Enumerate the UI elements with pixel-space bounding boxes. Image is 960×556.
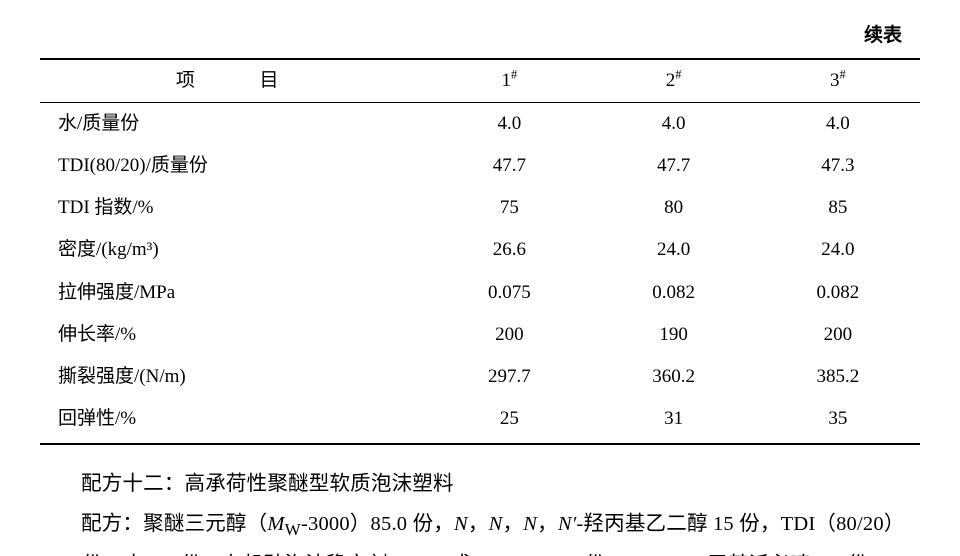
row-val: 200	[756, 314, 920, 356]
row-val: 24.0	[756, 229, 920, 271]
row-val: 200	[427, 314, 591, 356]
row-val: 4.0	[756, 103, 920, 146]
row-val: 25	[427, 398, 591, 444]
row-val: 0.075	[427, 272, 591, 314]
formula-title: 配方十二：高承荷性聚醚型软质泡沫塑料	[40, 465, 920, 505]
row-val: 85	[756, 187, 920, 229]
document-page: 续表 项 目 1# 2# 3# 水/质量份 4.0 4.0 4.0 TDI(80…	[0, 0, 960, 556]
table-row: 回弹性/% 25 31 35	[40, 398, 920, 444]
header-item: 项 目	[40, 59, 427, 103]
row-val: 0.082	[756, 272, 920, 314]
formula-ingredients: 配方：聚醚三元醇（MW-3000）85.0 份，N，N，N，N′-羟丙基乙二醇 …	[40, 505, 920, 556]
row-val: 190	[591, 314, 755, 356]
table-row: 密度/(kg/m³) 26.6 24.0 24.0	[40, 229, 920, 271]
row-name: 伸长率/%	[40, 314, 427, 356]
table-row: 撕裂强度/(N/m) 297.7 360.2 385.2	[40, 356, 920, 398]
row-val: 31	[591, 398, 755, 444]
row-val: 26.6	[427, 229, 591, 271]
row-val: 47.3	[756, 145, 920, 187]
row-val: 4.0	[591, 103, 755, 146]
row-val: 4.0	[427, 103, 591, 146]
row-val: 360.2	[591, 356, 755, 398]
row-name: 撕裂强度/(N/m)	[40, 356, 427, 398]
row-val: 297.7	[427, 356, 591, 398]
table-row: 水/质量份 4.0 4.0 4.0	[40, 103, 920, 146]
continued-label: 续表	[40, 18, 902, 54]
row-name: 回弹性/%	[40, 398, 427, 444]
table-row: 伸长率/% 200 190 200	[40, 314, 920, 356]
row-val: 24.0	[591, 229, 755, 271]
header-col-3: 3#	[756, 59, 920, 103]
row-val: 80	[591, 187, 755, 229]
header-col-2: 2#	[591, 59, 755, 103]
table-row: TDI(80/20)/质量份 47.7 47.7 47.3	[40, 145, 920, 187]
row-val: 47.7	[427, 145, 591, 187]
header-col-1: 1#	[427, 59, 591, 103]
row-name: 水/质量份	[40, 103, 427, 146]
table-row: TDI 指数/% 75 80 85	[40, 187, 920, 229]
row-val: 75	[427, 187, 591, 229]
table-header-row: 项 目 1# 2# 3#	[40, 59, 920, 103]
row-name: 拉伸强度/MPa	[40, 272, 427, 314]
row-val: 35	[756, 398, 920, 444]
row-name: TDI(80/20)/质量份	[40, 145, 427, 187]
row-name: 密度/(kg/m³)	[40, 229, 427, 271]
properties-table: 项 目 1# 2# 3# 水/质量份 4.0 4.0 4.0 TDI(80/20…	[40, 58, 920, 445]
row-val: 385.2	[756, 356, 920, 398]
table-row: 拉伸强度/MPa 0.075 0.082 0.082	[40, 272, 920, 314]
row-val: 47.7	[591, 145, 755, 187]
row-val: 0.082	[591, 272, 755, 314]
row-name: TDI 指数/%	[40, 187, 427, 229]
